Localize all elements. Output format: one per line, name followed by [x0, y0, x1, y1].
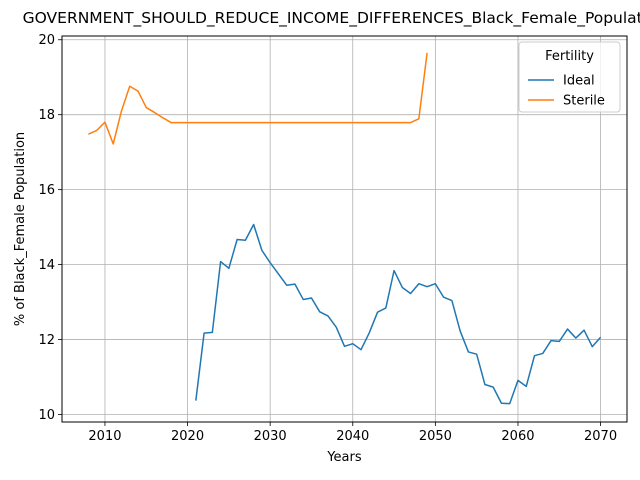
legend-title: Fertility — [545, 49, 594, 64]
series-lines — [88, 52, 602, 405]
x-tick-label: 2050 — [419, 429, 452, 444]
x-tick-label: 2040 — [336, 429, 369, 444]
y-axis-label: % of Black_Female Population — [13, 132, 28, 326]
chart-title: GOVERNMENT_SHOULD_REDUCE_INCOME_DIFFEREN… — [23, 9, 640, 28]
y-tick-label: 18 — [38, 108, 55, 123]
legend-label-ideal: Ideal — [563, 74, 595, 89]
plot-area-frame — [61, 35, 628, 423]
grid-lines — [62, 36, 627, 422]
x-axis-ticks: 2010 2020 2030 2040 2050 2060 2070 — [88, 422, 617, 444]
y-tick-label: 12 — [38, 333, 55, 348]
legend: Fertility Ideal Sterile — [518, 41, 621, 113]
y-tick-label: 16 — [38, 183, 55, 198]
x-tick-label: 2070 — [584, 429, 617, 444]
x-tick-label: 2030 — [254, 429, 287, 444]
x-axis-label: Years — [326, 450, 362, 465]
y-tick-label: 10 — [38, 408, 55, 423]
x-tick-label: 2060 — [501, 429, 534, 444]
legend-box — [518, 41, 621, 113]
y-tick-label: 14 — [38, 258, 55, 273]
x-tick-label: 2010 — [88, 429, 121, 444]
y-tick-label: 20 — [38, 33, 55, 48]
x-tick-label: 2020 — [171, 429, 204, 444]
series-line-ideal — [195, 223, 602, 405]
series-line-sterile — [88, 52, 428, 145]
legend-label-sterile: Sterile — [563, 94, 605, 109]
legend-entries: Ideal Sterile — [528, 74, 605, 109]
y-axis-ticks: 10 12 14 16 18 20 — [38, 33, 62, 423]
